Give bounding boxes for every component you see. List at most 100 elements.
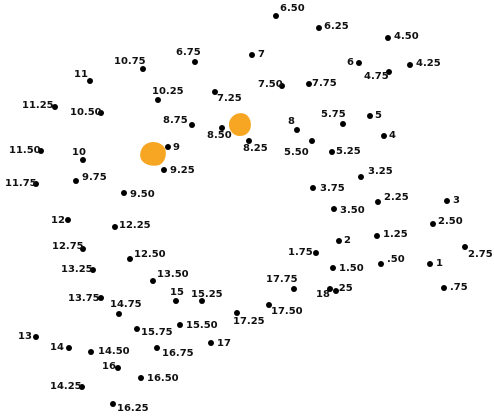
puzzle-dot[interactable]: [430, 221, 436, 227]
puzzle-dot[interactable]: [375, 199, 381, 205]
puzzle-dot[interactable]: [110, 401, 116, 407]
puzzle-dot[interactable]: [246, 138, 252, 144]
dot-label: 17.25: [233, 316, 265, 327]
dot-label: 6.50: [280, 3, 305, 14]
puzzle-dot[interactable]: [165, 144, 171, 150]
dot-label: 12: [51, 215, 65, 226]
puzzle-dot[interactable]: [234, 310, 240, 316]
dot-label: 13.50: [157, 269, 189, 280]
dot-label: 16.50: [147, 373, 179, 384]
puzzle-dot[interactable]: [367, 113, 373, 119]
dot-label: 8.50: [207, 130, 232, 141]
puzzle-dot[interactable]: [65, 217, 71, 223]
puzzle-dot[interactable]: [294, 127, 300, 133]
puzzle-dot[interactable]: [66, 345, 72, 351]
puzzle-dot[interactable]: [386, 69, 392, 75]
puzzle-dot[interactable]: [291, 286, 297, 292]
puzzle-dot[interactable]: [134, 326, 140, 332]
puzzle-dot[interactable]: [127, 256, 133, 262]
puzzle-dot[interactable]: [340, 121, 346, 127]
dot-label: 3.50: [340, 205, 365, 216]
dot-label: 14.25: [50, 381, 82, 392]
puzzle-dot[interactable]: [115, 365, 121, 371]
dot-label: 15.50: [186, 320, 218, 331]
puzzle-dot[interactable]: [381, 133, 387, 139]
puzzle-dot[interactable]: [33, 334, 39, 340]
dot-label: 4: [389, 130, 396, 141]
puzzle-dot[interactable]: [385, 35, 391, 41]
puzzle-dot[interactable]: [462, 244, 468, 250]
puzzle-dot[interactable]: [138, 375, 144, 381]
dot-label: .75: [450, 282, 468, 293]
puzzle-dot[interactable]: [266, 302, 272, 308]
puzzle-dot[interactable]: [333, 288, 339, 294]
puzzle-dot[interactable]: [309, 138, 315, 144]
dot-label: 10.50: [70, 107, 102, 118]
puzzle-dot[interactable]: [177, 322, 183, 328]
puzzle-dot[interactable]: [79, 384, 85, 390]
puzzle-dot[interactable]: [279, 83, 285, 89]
puzzle-dot[interactable]: [121, 190, 127, 196]
dot-label: 13.25: [61, 264, 93, 275]
puzzle-dot[interactable]: [73, 178, 79, 184]
puzzle-dot[interactable]: [87, 78, 93, 84]
dot-label: .50: [387, 254, 405, 265]
puzzle-dot[interactable]: [33, 181, 39, 187]
dot-label: 7.75: [312, 78, 337, 89]
dot-label: 12.25: [119, 220, 151, 231]
puzzle-dot[interactable]: [161, 167, 167, 173]
dot-label: 11.75: [5, 178, 37, 189]
puzzle-dot[interactable]: [407, 62, 413, 68]
dot-label: 16.25: [117, 403, 149, 414]
puzzle-dot[interactable]: [441, 285, 447, 291]
puzzle-dot[interactable]: [427, 261, 433, 267]
puzzle-dot[interactable]: [329, 149, 335, 155]
puzzle-dot[interactable]: [316, 25, 322, 31]
dot-label: 15.75: [141, 327, 173, 338]
puzzle-dot[interactable]: [98, 295, 104, 301]
puzzle-dot[interactable]: [80, 246, 86, 252]
puzzle-dot[interactable]: [208, 340, 214, 346]
puzzle-dot[interactable]: [378, 261, 384, 267]
puzzle-dot[interactable]: [327, 286, 333, 292]
puzzle-dot[interactable]: [219, 125, 225, 131]
puzzle-dot[interactable]: [444, 198, 450, 204]
dot-label: 3: [453, 195, 460, 206]
puzzle-dot[interactable]: [306, 81, 312, 87]
puzzle-dot[interactable]: [52, 104, 58, 110]
puzzle-dot[interactable]: [155, 97, 161, 103]
dot-label: 15: [170, 287, 184, 298]
puzzle-dot[interactable]: [313, 250, 319, 256]
puzzle-dot[interactable]: [358, 174, 364, 180]
puzzle-dot[interactable]: [140, 66, 146, 72]
dot-label: 6: [347, 57, 354, 68]
puzzle-dot[interactable]: [249, 52, 255, 58]
puzzle-dot[interactable]: [189, 122, 195, 128]
dot-label: 5: [375, 110, 382, 121]
puzzle-dot[interactable]: [310, 185, 316, 191]
puzzle-dot[interactable]: [80, 157, 86, 163]
puzzle-dot[interactable]: [112, 224, 118, 230]
puzzle-dot[interactable]: [199, 298, 205, 304]
dot-label: 8: [288, 116, 295, 127]
puzzle-dot[interactable]: [212, 89, 218, 95]
puzzle-dot[interactable]: [273, 13, 279, 19]
puzzle-dot[interactable]: [38, 148, 44, 154]
puzzle-dot[interactable]: [88, 349, 94, 355]
dot-label: 12.50: [134, 249, 166, 260]
puzzle-dot[interactable]: [90, 267, 96, 273]
puzzle-dot[interactable]: [116, 311, 122, 317]
puzzle-dot[interactable]: [154, 345, 160, 351]
dot-label: 2.75: [468, 249, 493, 260]
dot-label: 4.25: [416, 58, 441, 69]
puzzle-dot[interactable]: [330, 265, 336, 271]
puzzle-dot[interactable]: [336, 238, 342, 244]
dot-label: 15.25: [191, 289, 223, 300]
puzzle-dot[interactable]: [173, 298, 179, 304]
puzzle-dot[interactable]: [150, 278, 156, 284]
puzzle-dot[interactable]: [331, 206, 337, 212]
puzzle-dot[interactable]: [356, 60, 362, 66]
puzzle-dot[interactable]: [192, 59, 198, 65]
puzzle-dot[interactable]: [98, 110, 104, 116]
puzzle-dot[interactable]: [374, 233, 380, 239]
